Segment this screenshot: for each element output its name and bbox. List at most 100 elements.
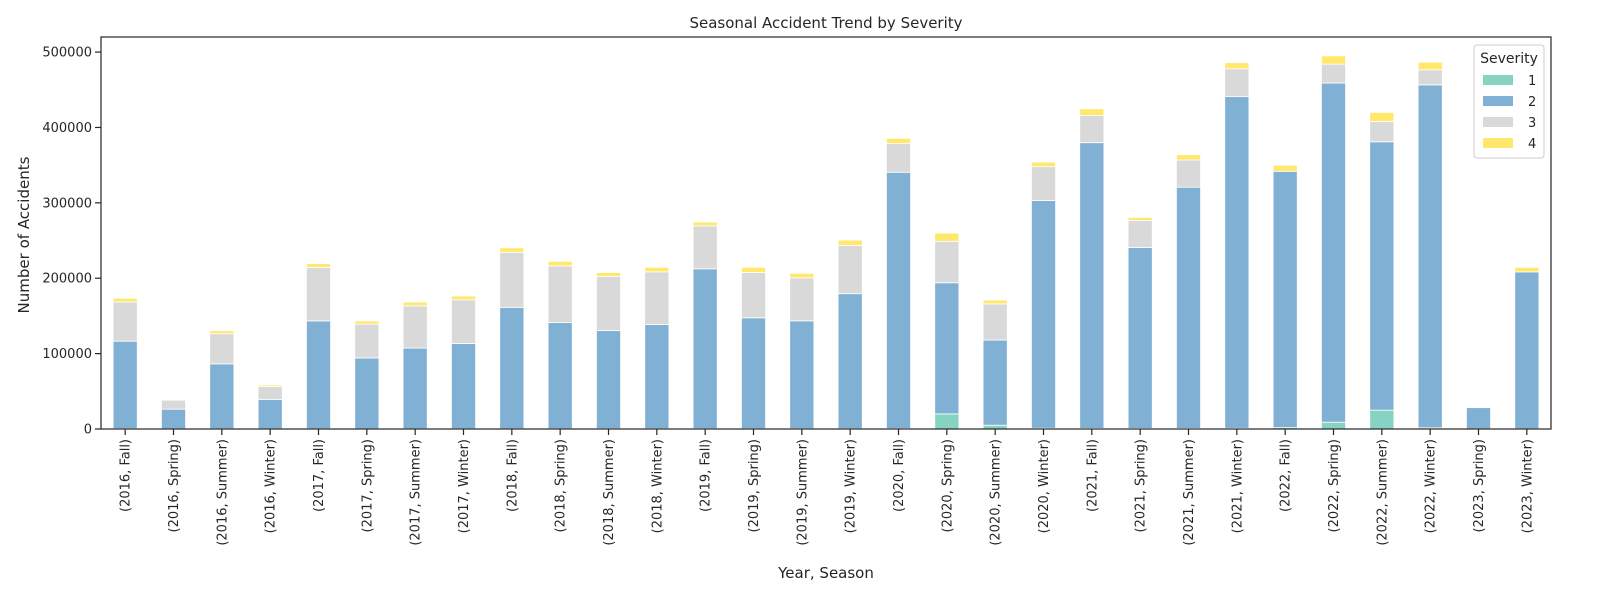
bar-severity-4 xyxy=(1128,217,1152,220)
x-tick-label: (2020, Summer) xyxy=(989,439,1004,546)
x-tick-label: (2019, Winter) xyxy=(844,439,859,533)
y-tick-label: 100000 xyxy=(42,347,92,362)
bar-severity-3 xyxy=(1225,69,1249,97)
bar-severity-4 xyxy=(741,267,765,272)
x-tick-label: (2016, Fall) xyxy=(119,439,134,512)
x-tick-label: (2021, Fall) xyxy=(1085,439,1100,512)
bar-severity-4 xyxy=(1225,63,1249,69)
x-tick-label: (2022, Summer) xyxy=(1375,439,1390,546)
bar-severity-2 xyxy=(210,364,234,429)
x-tick-label: (2020, Fall) xyxy=(892,439,907,512)
bar-severity-2 xyxy=(1080,143,1104,429)
bar-severity-4 xyxy=(596,273,620,277)
bar-severity-3 xyxy=(1418,70,1442,85)
x-tick-label: (2022, Winter) xyxy=(1424,439,1439,533)
legend-label-4: 4 xyxy=(1528,137,1536,152)
bar-severity-3 xyxy=(403,306,427,348)
x-tick-label: (2022, Spring) xyxy=(1327,439,1342,532)
x-tick-label: (2018, Summer) xyxy=(602,439,617,546)
bar-severity-2 xyxy=(935,283,959,414)
bar-severity-4 xyxy=(886,138,910,143)
bar-severity-4 xyxy=(355,321,379,324)
bar-severity-4 xyxy=(1031,162,1055,167)
bar-severity-4 xyxy=(258,385,282,387)
legend-swatch-4 xyxy=(1483,138,1513,148)
x-tick-label: (2023, Spring) xyxy=(1472,439,1487,532)
bar-severity-3 xyxy=(258,387,282,400)
bar-severity-3 xyxy=(645,272,669,325)
bar-severity-3 xyxy=(1370,121,1394,141)
y-tick-label: 500000 xyxy=(42,46,92,61)
bar-severity-4 xyxy=(306,264,330,268)
x-tick-label: (2021, Spring) xyxy=(1134,439,1149,532)
bar-severity-4 xyxy=(693,222,717,226)
bar-severity-2 xyxy=(306,321,330,429)
bar-severity-2 xyxy=(741,318,765,429)
bar-severity-4 xyxy=(161,399,185,400)
bar-severity-4 xyxy=(1370,112,1394,121)
legend-label-3: 3 xyxy=(1528,116,1536,131)
x-tick-label: (2020, Winter) xyxy=(1037,439,1052,533)
x-axis-label: Year, Season xyxy=(777,564,874,582)
bar-severity-4 xyxy=(1515,267,1539,272)
x-tick-label: (2021, Winter) xyxy=(1230,439,1245,533)
bar-severity-4 xyxy=(451,296,475,300)
x-tick-label: (2017, Fall) xyxy=(312,439,327,512)
bar-severity-2 xyxy=(983,340,1007,425)
bar-severity-2 xyxy=(1273,171,1297,427)
legend-swatch-3 xyxy=(1483,117,1513,127)
bar-severity-2 xyxy=(1225,97,1249,429)
chart-title: Seasonal Accident Trend by Severity xyxy=(689,14,962,32)
bar-severity-2 xyxy=(1321,83,1345,422)
y-tick-label: 0 xyxy=(84,423,92,438)
bar-severity-3 xyxy=(1176,160,1200,187)
bar-severity-3 xyxy=(451,300,475,344)
bar-severity-2 xyxy=(790,321,814,429)
legend-label-2: 2 xyxy=(1528,95,1536,110)
bar-severity-4 xyxy=(500,248,524,253)
bar-severity-4 xyxy=(548,261,572,266)
bar-severity-4 xyxy=(1321,56,1345,64)
x-tick-label: (2017, Summer) xyxy=(409,439,424,546)
bar-severity-2 xyxy=(838,294,862,429)
bar-severity-4 xyxy=(983,300,1007,304)
bar-severity-2 xyxy=(548,322,572,428)
bar-severity-4 xyxy=(1080,109,1104,116)
y-tick-label: 400000 xyxy=(42,121,92,136)
x-tick-label: (2018, Spring) xyxy=(554,439,569,532)
bar-severity-3 xyxy=(355,324,379,358)
x-tick-label: (2018, Winter) xyxy=(650,439,665,533)
bar-severity-2 xyxy=(886,172,910,428)
bar-severity-3 xyxy=(741,273,765,318)
bar-severity-2 xyxy=(451,344,475,429)
bar-severity-2 xyxy=(1370,142,1394,410)
bar-severity-1 xyxy=(935,414,959,429)
x-tick-label: (2017, Winter) xyxy=(457,439,472,533)
legend-swatch-1 xyxy=(1483,75,1513,85)
x-tick-label: (2018, Fall) xyxy=(505,439,520,512)
bar-severity-4 xyxy=(838,240,862,245)
legend-label-1: 1 xyxy=(1528,74,1536,89)
bar-severity-4 xyxy=(113,298,137,302)
bar-severity-4 xyxy=(645,267,669,272)
bar-severity-3 xyxy=(693,226,717,269)
bar-severity-2 xyxy=(1418,85,1442,428)
bar-severity-3 xyxy=(983,304,1007,340)
bar-severity-3 xyxy=(886,144,910,173)
x-tick-label: (2019, Summer) xyxy=(795,439,810,546)
bar-severity-4 xyxy=(210,331,234,334)
x-tick-label: (2016, Spring) xyxy=(167,439,182,532)
bar-severity-2 xyxy=(1128,248,1152,429)
bar-severity-1 xyxy=(1370,410,1394,429)
y-tick-label: 200000 xyxy=(42,272,92,287)
bar-severity-3 xyxy=(210,334,234,364)
bar-severity-3 xyxy=(500,252,524,307)
x-tick-label: (2019, Fall) xyxy=(699,439,714,512)
bar-severity-2 xyxy=(161,409,185,429)
bar-severity-2 xyxy=(500,307,524,428)
bar-severity-4 xyxy=(1273,165,1297,171)
bar-severity-2 xyxy=(596,331,620,429)
bar-severity-4 xyxy=(935,233,959,241)
bar-severity-4 xyxy=(1176,155,1200,160)
bar-severity-4 xyxy=(790,273,814,278)
